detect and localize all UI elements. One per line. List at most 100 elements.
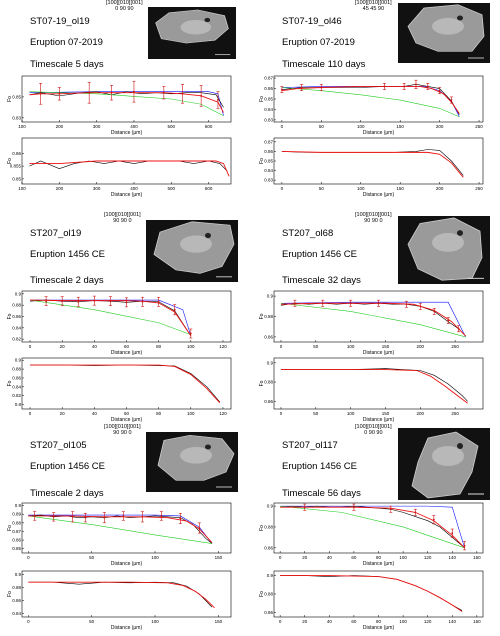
inclusion <box>457 230 463 236</box>
data-point <box>33 515 36 517</box>
x-tick-label: 20 <box>302 619 308 624</box>
y-tick-label: 0.84 <box>12 611 21 616</box>
series-line <box>280 575 463 612</box>
data-point <box>303 506 306 509</box>
x-tick-label: 40 <box>327 555 333 560</box>
y-tick-label: 0.85 <box>12 94 21 99</box>
inclusion <box>205 232 211 239</box>
plot-frame <box>21 75 232 123</box>
y-tick-label: 0.88 <box>12 303 21 308</box>
x-tick-label: 140 <box>449 619 457 624</box>
y-tick-label: 0.86 <box>264 334 273 339</box>
y-tick-label: 0.9 <box>267 573 274 578</box>
data-point <box>463 544 466 547</box>
data-point <box>160 515 163 517</box>
data-point <box>103 516 106 519</box>
y-tick-label: 0.9 <box>15 503 22 508</box>
timescale-label: Timescale 110 days <box>282 59 366 70</box>
x-tick-label: 20 <box>60 344 66 349</box>
orientation-angles: 0 90 90 <box>364 430 383 436</box>
data-point <box>419 305 422 308</box>
y-tick-label: 0.88 <box>264 592 273 597</box>
sample-name: ST07-19_ol46 <box>282 16 342 27</box>
y-tick-label: 0.87 <box>12 529 21 534</box>
y-tick-label: 0.86 <box>12 314 21 319</box>
y-axis-label: Fo <box>7 380 13 386</box>
y-tick-label: 0.83 <box>264 178 273 183</box>
grain-core <box>180 447 212 464</box>
data-point <box>84 516 87 519</box>
eruption-label: Eruption 1456 CE <box>282 461 357 472</box>
grain-core <box>432 446 464 466</box>
y-axis-label: Fo <box>7 525 13 531</box>
data-point <box>383 85 386 88</box>
y-tick-label: 0.83 <box>264 117 273 122</box>
data-point <box>179 517 182 520</box>
x-tick-label: 150 <box>396 124 404 129</box>
y-tick-label: 0.855 <box>10 164 22 169</box>
x-tick-label: 500 <box>168 186 176 191</box>
data-point <box>109 300 112 303</box>
x-tick-label: 0 <box>280 344 283 349</box>
y-tick-label: 0.86 <box>264 399 273 404</box>
data-point <box>141 300 144 303</box>
sample-panel: ST207_ol68 Eruption 1456 CE Timescale 32 d… <box>252 212 500 424</box>
data-point <box>52 515 55 518</box>
data-point <box>403 85 406 88</box>
data-point <box>438 89 441 92</box>
y-tick-label: 0.82 <box>12 393 21 398</box>
eruption-label: Eruption 1456 CE <box>30 249 105 260</box>
y-tick-label: 0.87 <box>264 139 273 144</box>
timescale-label: Timescale 32 days <box>282 275 361 286</box>
orientation-angles: 0 90 90 <box>115 6 134 12</box>
data-point <box>294 302 296 305</box>
profile-plot-fit: 100 200 300 400 500 600 0.83 0.85 Fo Distance (μm… <box>7 75 233 136</box>
y-tick-label: 0.9 <box>15 572 22 577</box>
data-point <box>61 300 64 303</box>
series-line <box>280 302 466 338</box>
y-tick-label: 0.9 <box>267 504 274 509</box>
x-tick-label: 200 <box>56 186 64 191</box>
series-line <box>280 505 465 549</box>
grain-core <box>180 235 212 253</box>
x-tick-label: 100 <box>18 124 26 129</box>
sample-name: ST207_ol105 <box>30 440 87 451</box>
series-line <box>30 299 192 337</box>
x-tick-label: 600 <box>205 186 213 191</box>
x-tick-label: 50 <box>319 186 325 191</box>
data-point <box>157 300 160 303</box>
x-tick-label: 100 <box>187 411 195 416</box>
x-axis-label: Distance (μm) <box>363 192 395 198</box>
x-axis-label: Distance (μm) <box>363 561 395 567</box>
x-axis-label: Distance (μm) <box>111 417 143 423</box>
series-line <box>28 514 213 544</box>
sample-panel: ST07-19_ol46 Eruption 07-2019 Timescale 11… <box>252 0 500 212</box>
x-tick-label: 200 <box>56 124 64 129</box>
sample-panel: ST207_ol19 Eruption 1456 CE Timescale 2 da… <box>0 212 248 424</box>
series-line <box>28 515 213 544</box>
data-point <box>414 511 417 514</box>
series-line <box>281 85 460 114</box>
inclusion <box>204 17 211 23</box>
x-tick-label: 100 <box>187 344 195 349</box>
y-tick-label: 0.86 <box>12 375 21 380</box>
profile-plot-measured: 0 50 100 150 200 250 0.83 0.84 0.85 0.86 0.87 Fo Dis… <box>259 137 485 198</box>
plot-frame <box>273 357 484 410</box>
y-tick-label: 0.85 <box>264 159 273 164</box>
x-tick-label: 120 <box>424 555 432 560</box>
data-point <box>198 527 201 529</box>
x-tick-label: 120 <box>424 619 432 624</box>
y-tick-label: 0.86 <box>264 149 273 154</box>
orientation-axes: [100][010][001] <box>104 424 141 430</box>
x-tick-label: 0 <box>29 411 32 416</box>
y-tick-label: 0.88 <box>12 520 21 525</box>
crystal-orientation: [100][010][001] 0 90 90 <box>355 424 392 436</box>
x-tick-label: 50 <box>89 619 95 624</box>
x-tick-label: 150 <box>382 411 390 416</box>
y-tick-label: 0.86 <box>264 86 273 91</box>
data-point <box>415 83 417 86</box>
orientation-angles: 45 45 90 <box>362 6 385 12</box>
y-tick-label: 0.9 <box>15 358 22 363</box>
x-axis-label: Distance (μm) <box>363 417 395 423</box>
series-line <box>30 364 221 404</box>
